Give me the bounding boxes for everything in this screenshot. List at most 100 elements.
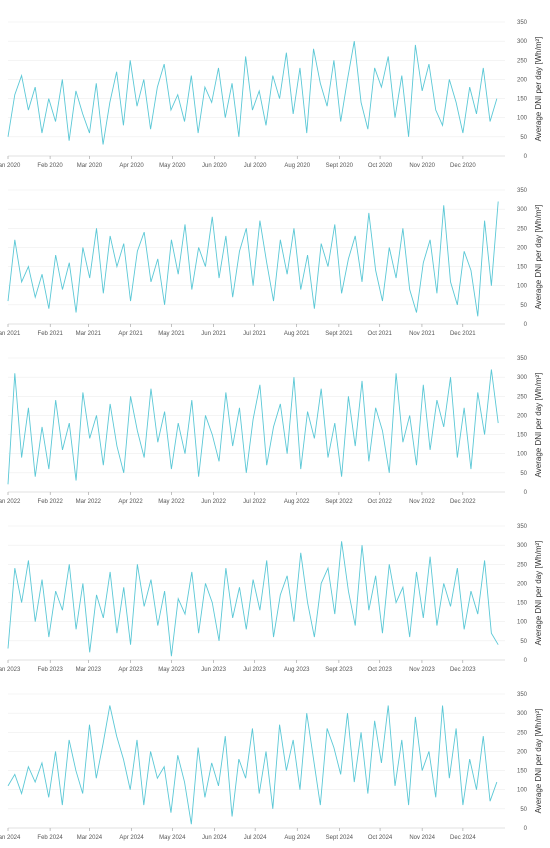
x-tick-label: Oct 2020 bbox=[368, 163, 393, 169]
x-tick-label: Mar 2024 bbox=[77, 835, 103, 841]
x-tick-label: Apr 2021 bbox=[118, 331, 143, 337]
x-tick-label: Jul 2020 bbox=[244, 163, 267, 169]
x-tick-label: Mar 2022 bbox=[76, 499, 102, 505]
x-tick-label: Nov 2020 bbox=[409, 163, 435, 169]
x-tick-label: Aug 2022 bbox=[284, 499, 310, 505]
x-tick-label: Nov 2021 bbox=[409, 331, 435, 337]
x-tick-label: Jan 2020 bbox=[0, 163, 21, 169]
x-tick-label: Feb 2020 bbox=[37, 163, 63, 169]
x-tick-label: Jan 2023 bbox=[0, 667, 21, 673]
panel: 0 50 100 150 200 250 300 350 Jan 2021 Feb 2021 Mar… bbox=[0, 188, 543, 337]
y-tick-label: 200 bbox=[517, 581, 528, 587]
y-tick-label: 50 bbox=[520, 303, 527, 309]
y-tick-label: 300 bbox=[517, 543, 528, 549]
y-tick-label: 300 bbox=[517, 375, 528, 381]
y-tick-label: 200 bbox=[517, 413, 528, 419]
x-tick-label: Nov 2022 bbox=[409, 499, 435, 505]
y-tick-label: 100 bbox=[517, 788, 528, 794]
y-axis-title: Average DNI per day [Wh/m²] bbox=[534, 205, 543, 310]
panel: 0 50 100 150 200 250 300 350 Jan 2024 Feb 2024 Mar… bbox=[0, 692, 543, 841]
x-tick-label: Jan 2024 bbox=[0, 835, 21, 841]
y-tick-label: 50 bbox=[520, 807, 527, 813]
x-tick-label: Jun 2024 bbox=[202, 835, 227, 841]
x-tick-label: Oct 2024 bbox=[368, 835, 393, 841]
data-line bbox=[7, 541, 499, 657]
x-tick-label: Dec 2021 bbox=[450, 331, 476, 337]
data-line bbox=[7, 201, 499, 317]
x-tick-label: Sept 2021 bbox=[325, 331, 353, 337]
x-tick-label: Feb 2021 bbox=[38, 331, 64, 337]
x-tick-label: Mar 2020 bbox=[77, 163, 103, 169]
x-tick-label: Nov 2024 bbox=[409, 835, 435, 841]
x-tick-label: Jan 2022 bbox=[0, 499, 21, 505]
x-tick-label: Jun 2023 bbox=[201, 667, 226, 673]
x-tick-label: Oct 2023 bbox=[368, 667, 393, 673]
x-tick-label: Jul 2022 bbox=[243, 499, 266, 505]
x-tick-label: Jan 2021 bbox=[0, 331, 21, 337]
y-tick-label: 0 bbox=[524, 490, 528, 496]
y-tick-label: 250 bbox=[517, 58, 528, 64]
y-tick-label: 350 bbox=[517, 20, 528, 26]
x-tick-label: Oct 2022 bbox=[368, 499, 393, 505]
x-tick-label: Aug 2023 bbox=[284, 667, 310, 673]
x-tick-label: May 2021 bbox=[158, 331, 185, 337]
x-tick-label: Jun 2021 bbox=[201, 331, 226, 337]
data-line bbox=[7, 41, 498, 145]
x-tick-label: Dec 2020 bbox=[450, 163, 476, 169]
y-tick-label: 150 bbox=[517, 433, 528, 439]
x-tick-label: Aug 2020 bbox=[284, 163, 310, 169]
y-tick-label: 250 bbox=[517, 562, 528, 568]
y-tick-label: 300 bbox=[517, 207, 528, 213]
data-line bbox=[7, 705, 498, 825]
x-tick-label: Jul 2021 bbox=[243, 331, 266, 337]
x-tick-label: Feb 2022 bbox=[38, 499, 64, 505]
x-tick-label: Dec 2023 bbox=[450, 667, 476, 673]
y-tick-label: 250 bbox=[517, 394, 528, 400]
y-tick-label: 200 bbox=[517, 245, 528, 251]
y-tick-label: 100 bbox=[517, 116, 528, 122]
x-tick-label: Oct 2021 bbox=[368, 331, 393, 337]
x-tick-label: Apr 2020 bbox=[119, 163, 144, 169]
y-tick-label: 0 bbox=[524, 322, 528, 328]
y-tick-label: 250 bbox=[517, 226, 528, 232]
x-tick-label: Feb 2024 bbox=[37, 835, 63, 841]
x-tick-label: Aug 2024 bbox=[284, 835, 310, 841]
x-tick-label: Jul 2024 bbox=[244, 835, 267, 841]
y-tick-label: 350 bbox=[517, 524, 528, 530]
y-tick-label: 250 bbox=[517, 730, 528, 736]
y-tick-label: 50 bbox=[520, 471, 527, 477]
y-tick-label: 0 bbox=[524, 826, 528, 832]
y-tick-label: 300 bbox=[517, 711, 528, 717]
y-axis-title: Average DNI per day [Wh/m²] bbox=[534, 37, 543, 142]
x-tick-label: Feb 2023 bbox=[38, 667, 64, 673]
x-tick-label: Apr 2023 bbox=[118, 667, 143, 673]
x-tick-label: Nov 2023 bbox=[409, 667, 435, 673]
x-tick-label: Jun 2022 bbox=[201, 499, 226, 505]
y-axis-title: Average DNI per day [Wh/m²] bbox=[534, 709, 543, 814]
y-tick-label: 0 bbox=[524, 154, 528, 160]
x-tick-label: Dec 2022 bbox=[450, 499, 476, 505]
y-tick-label: 350 bbox=[517, 356, 528, 362]
x-tick-label: Sept 2022 bbox=[325, 499, 353, 505]
y-tick-label: 200 bbox=[517, 77, 528, 83]
y-tick-label: 100 bbox=[517, 284, 528, 290]
x-tick-label: Sept 2020 bbox=[326, 163, 354, 169]
y-tick-label: 350 bbox=[517, 692, 528, 698]
y-tick-label: 150 bbox=[517, 97, 528, 103]
x-tick-label: Apr 2024 bbox=[119, 835, 144, 841]
panel: 0 50 100 150 200 250 300 350 Jan 2020 Feb 2020 Mar… bbox=[0, 20, 543, 169]
y-tick-label: 0 bbox=[524, 658, 528, 664]
y-tick-label: 350 bbox=[517, 188, 528, 194]
x-tick-label: Jun 2020 bbox=[202, 163, 227, 169]
y-tick-label: 150 bbox=[517, 601, 528, 607]
y-tick-label: 150 bbox=[517, 769, 528, 775]
x-tick-label: Mar 2023 bbox=[76, 667, 102, 673]
panel: 0 50 100 150 200 250 300 350 Jan 2022 Feb 2022 Mar… bbox=[0, 356, 543, 505]
x-tick-label: May 2023 bbox=[158, 667, 185, 673]
x-tick-label: May 2020 bbox=[159, 163, 186, 169]
y-tick-label: 100 bbox=[517, 620, 528, 626]
x-tick-label: May 2024 bbox=[159, 835, 186, 841]
x-tick-label: Jul 2023 bbox=[243, 667, 266, 673]
